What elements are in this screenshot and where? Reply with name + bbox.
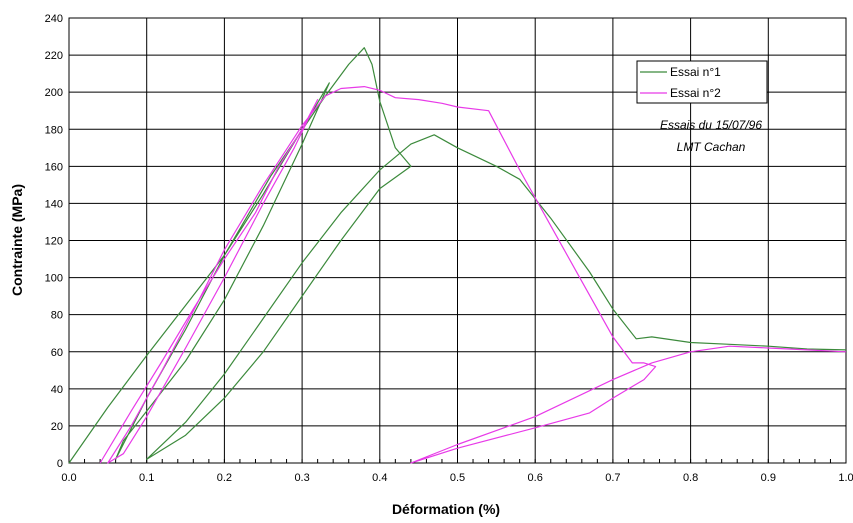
legend-label-essai-2: Essai n°2: [670, 86, 721, 100]
x-tick-label-5: 0.5: [450, 472, 465, 484]
y-tick-label-6: 120: [45, 236, 63, 248]
annotation-date: Essais du 15/07/96: [660, 118, 762, 132]
annotation-lab: LMT Cachan: [677, 140, 746, 154]
y-tick-label-7: 140: [45, 198, 63, 210]
x-tick-label-4: 0.4: [372, 472, 387, 484]
series-line-essai-1: [68, 47, 847, 464]
y-tick-label-4: 80: [51, 310, 63, 322]
x-tick-label-1: 0.1: [139, 472, 154, 484]
x-tick-label-9: 0.9: [761, 472, 776, 484]
series-line-essai-2: [99, 86, 847, 464]
y-tick-label-10: 200: [45, 87, 63, 99]
y-tick-label-1: 20: [51, 421, 63, 433]
y-tick-label-11: 220: [45, 50, 63, 62]
y-tick-label-5: 100: [45, 273, 63, 285]
legend-label-essai-1: Essai n°1: [670, 65, 721, 79]
series-lines: [68, 47, 847, 464]
x-tick-label-6: 0.6: [528, 472, 543, 484]
legend-box: [636, 60, 768, 104]
y-tick-label-9: 180: [45, 124, 63, 136]
x-tick-label-3: 0.3: [294, 472, 309, 484]
y-tick-label-2: 40: [51, 384, 63, 396]
x-tick-label-2: 0.2: [217, 472, 232, 484]
x-tick-label-8: 0.8: [683, 472, 698, 484]
x-tick-label-7: 0.7: [605, 472, 620, 484]
y-axis-ticks: 0 20 40 60 80 100 120 140 160 180 200 220 240: [45, 13, 63, 470]
x-tick-label-0: 0.0: [61, 472, 76, 484]
y-tick-label-3: 60: [51, 347, 63, 359]
y-tick-label-8: 160: [45, 161, 63, 173]
x-axis-ticks: 0.0 0.1 0.2 0.3 0.4 0.5 0.6 0.7 0.8 0.9 1.0: [61, 472, 853, 484]
y-tick-label-12: 240: [45, 13, 63, 25]
y-tick-label-0: 0: [57, 458, 63, 470]
y-axis-title: Contrainte (MPa): [9, 184, 25, 296]
legend: Essai n°1 Essai n°2: [636, 60, 768, 104]
x-tick-label-10: 1.0: [838, 472, 853, 484]
x-axis-title: Déformation (%): [392, 501, 500, 517]
